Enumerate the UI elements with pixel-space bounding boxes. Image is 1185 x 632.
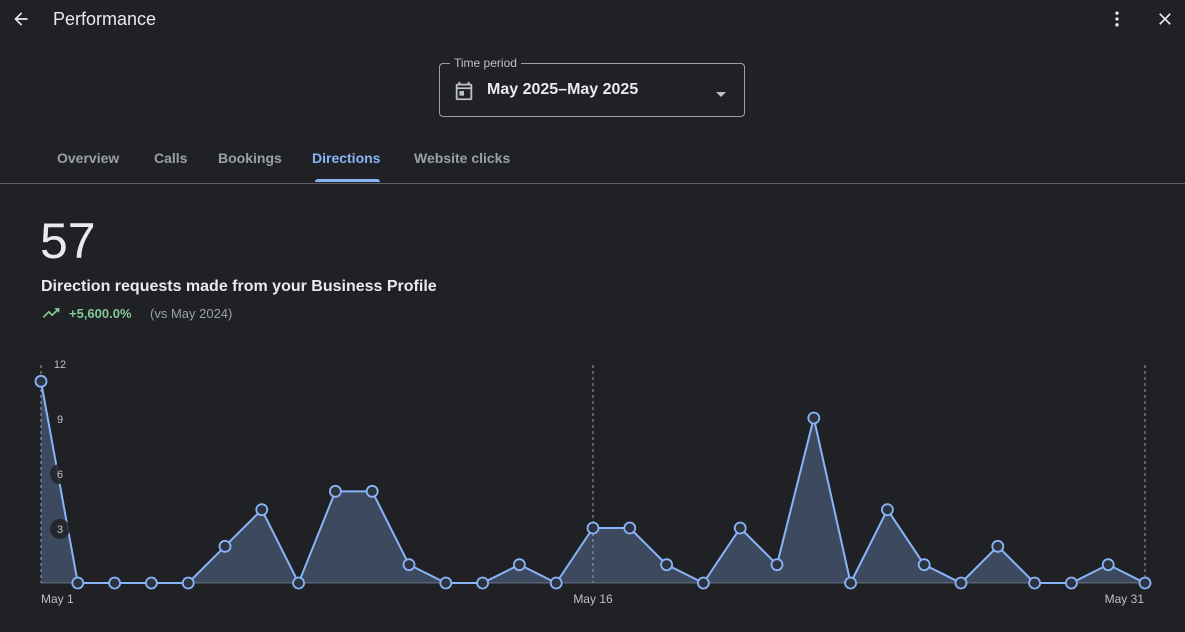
tab-bar: Overview Calls Bookings Directions Websi… <box>0 140 1185 184</box>
data-point <box>292 576 306 590</box>
tab-directions[interactable]: Directions <box>312 150 381 166</box>
data-point <box>1101 558 1115 572</box>
data-point <box>733 521 747 535</box>
y-tick-label: 12 <box>54 359 66 371</box>
tab-overview[interactable]: Overview <box>57 150 120 166</box>
top-bar: Performance <box>0 0 1185 38</box>
data-point <box>549 576 563 590</box>
x-tick-label: May 31 <box>1105 592 1145 606</box>
page-title: Performance <box>53 9 157 29</box>
data-point <box>807 411 821 425</box>
y-tick-label: 6 <box>57 469 63 481</box>
y-tick-label: 3 <box>57 524 63 536</box>
data-point <box>770 558 784 572</box>
calendar-icon <box>453 80 475 107</box>
data-point <box>328 484 342 498</box>
time-period-value: May 2025–May 2025 <box>487 81 639 98</box>
data-point <box>34 374 48 388</box>
change-comparison: (vs May 2024) <box>150 306 233 321</box>
data-point <box>402 558 416 572</box>
y-tick-badge <box>50 464 70 484</box>
data-point <box>1138 576 1152 590</box>
data-point <box>476 576 490 590</box>
trending-up-icon <box>41 306 61 323</box>
total-count: 57 <box>40 213 96 269</box>
data-point <box>255 503 269 517</box>
arrow-back-icon[interactable] <box>3 1 39 37</box>
data-point <box>181 576 195 590</box>
data-point <box>917 558 931 572</box>
tab-bookings[interactable]: Bookings <box>218 150 282 166</box>
data-point <box>108 576 121 590</box>
metric-description: Direction requests made from your Busine… <box>41 278 437 295</box>
data-point <box>660 558 673 572</box>
close-icon[interactable] <box>1147 1 1183 37</box>
y-tick-label: 9 <box>57 414 63 426</box>
data-point <box>586 521 600 535</box>
active-tab-indicator <box>315 179 380 182</box>
x-tick-label: May 16 <box>573 592 613 606</box>
data-point <box>71 576 85 590</box>
x-tick-label: May 1 <box>41 592 74 606</box>
data-point <box>1028 576 1041 590</box>
data-point <box>844 576 857 590</box>
directions-chart: 3 6 9 12 May 1 May 16 May 31 <box>34 359 1152 606</box>
data-point <box>513 558 526 572</box>
tab-website-clicks[interactable]: Website clicks <box>414 150 511 166</box>
data-point <box>697 576 710 590</box>
series-area <box>41 381 1145 583</box>
data-point <box>954 576 968 590</box>
data-point <box>365 484 379 498</box>
change-percentage: +5,600.0% <box>69 306 132 321</box>
data-point <box>144 576 158 590</box>
data-point <box>991 539 1005 553</box>
time-period-label: Time period <box>450 56 521 70</box>
data-point <box>439 576 453 590</box>
y-tick-badge <box>50 519 70 539</box>
more-vert-icon[interactable] <box>1099 1 1135 37</box>
tab-calls[interactable]: Calls <box>154 150 188 166</box>
data-point <box>881 503 894 517</box>
time-period-select[interactable]: Time period May 2025–May 2025 <box>439 56 745 117</box>
data-point <box>218 539 232 553</box>
arrow-drop-down-icon <box>715 86 727 104</box>
data-point <box>1065 576 1078 590</box>
data-point <box>623 521 637 535</box>
